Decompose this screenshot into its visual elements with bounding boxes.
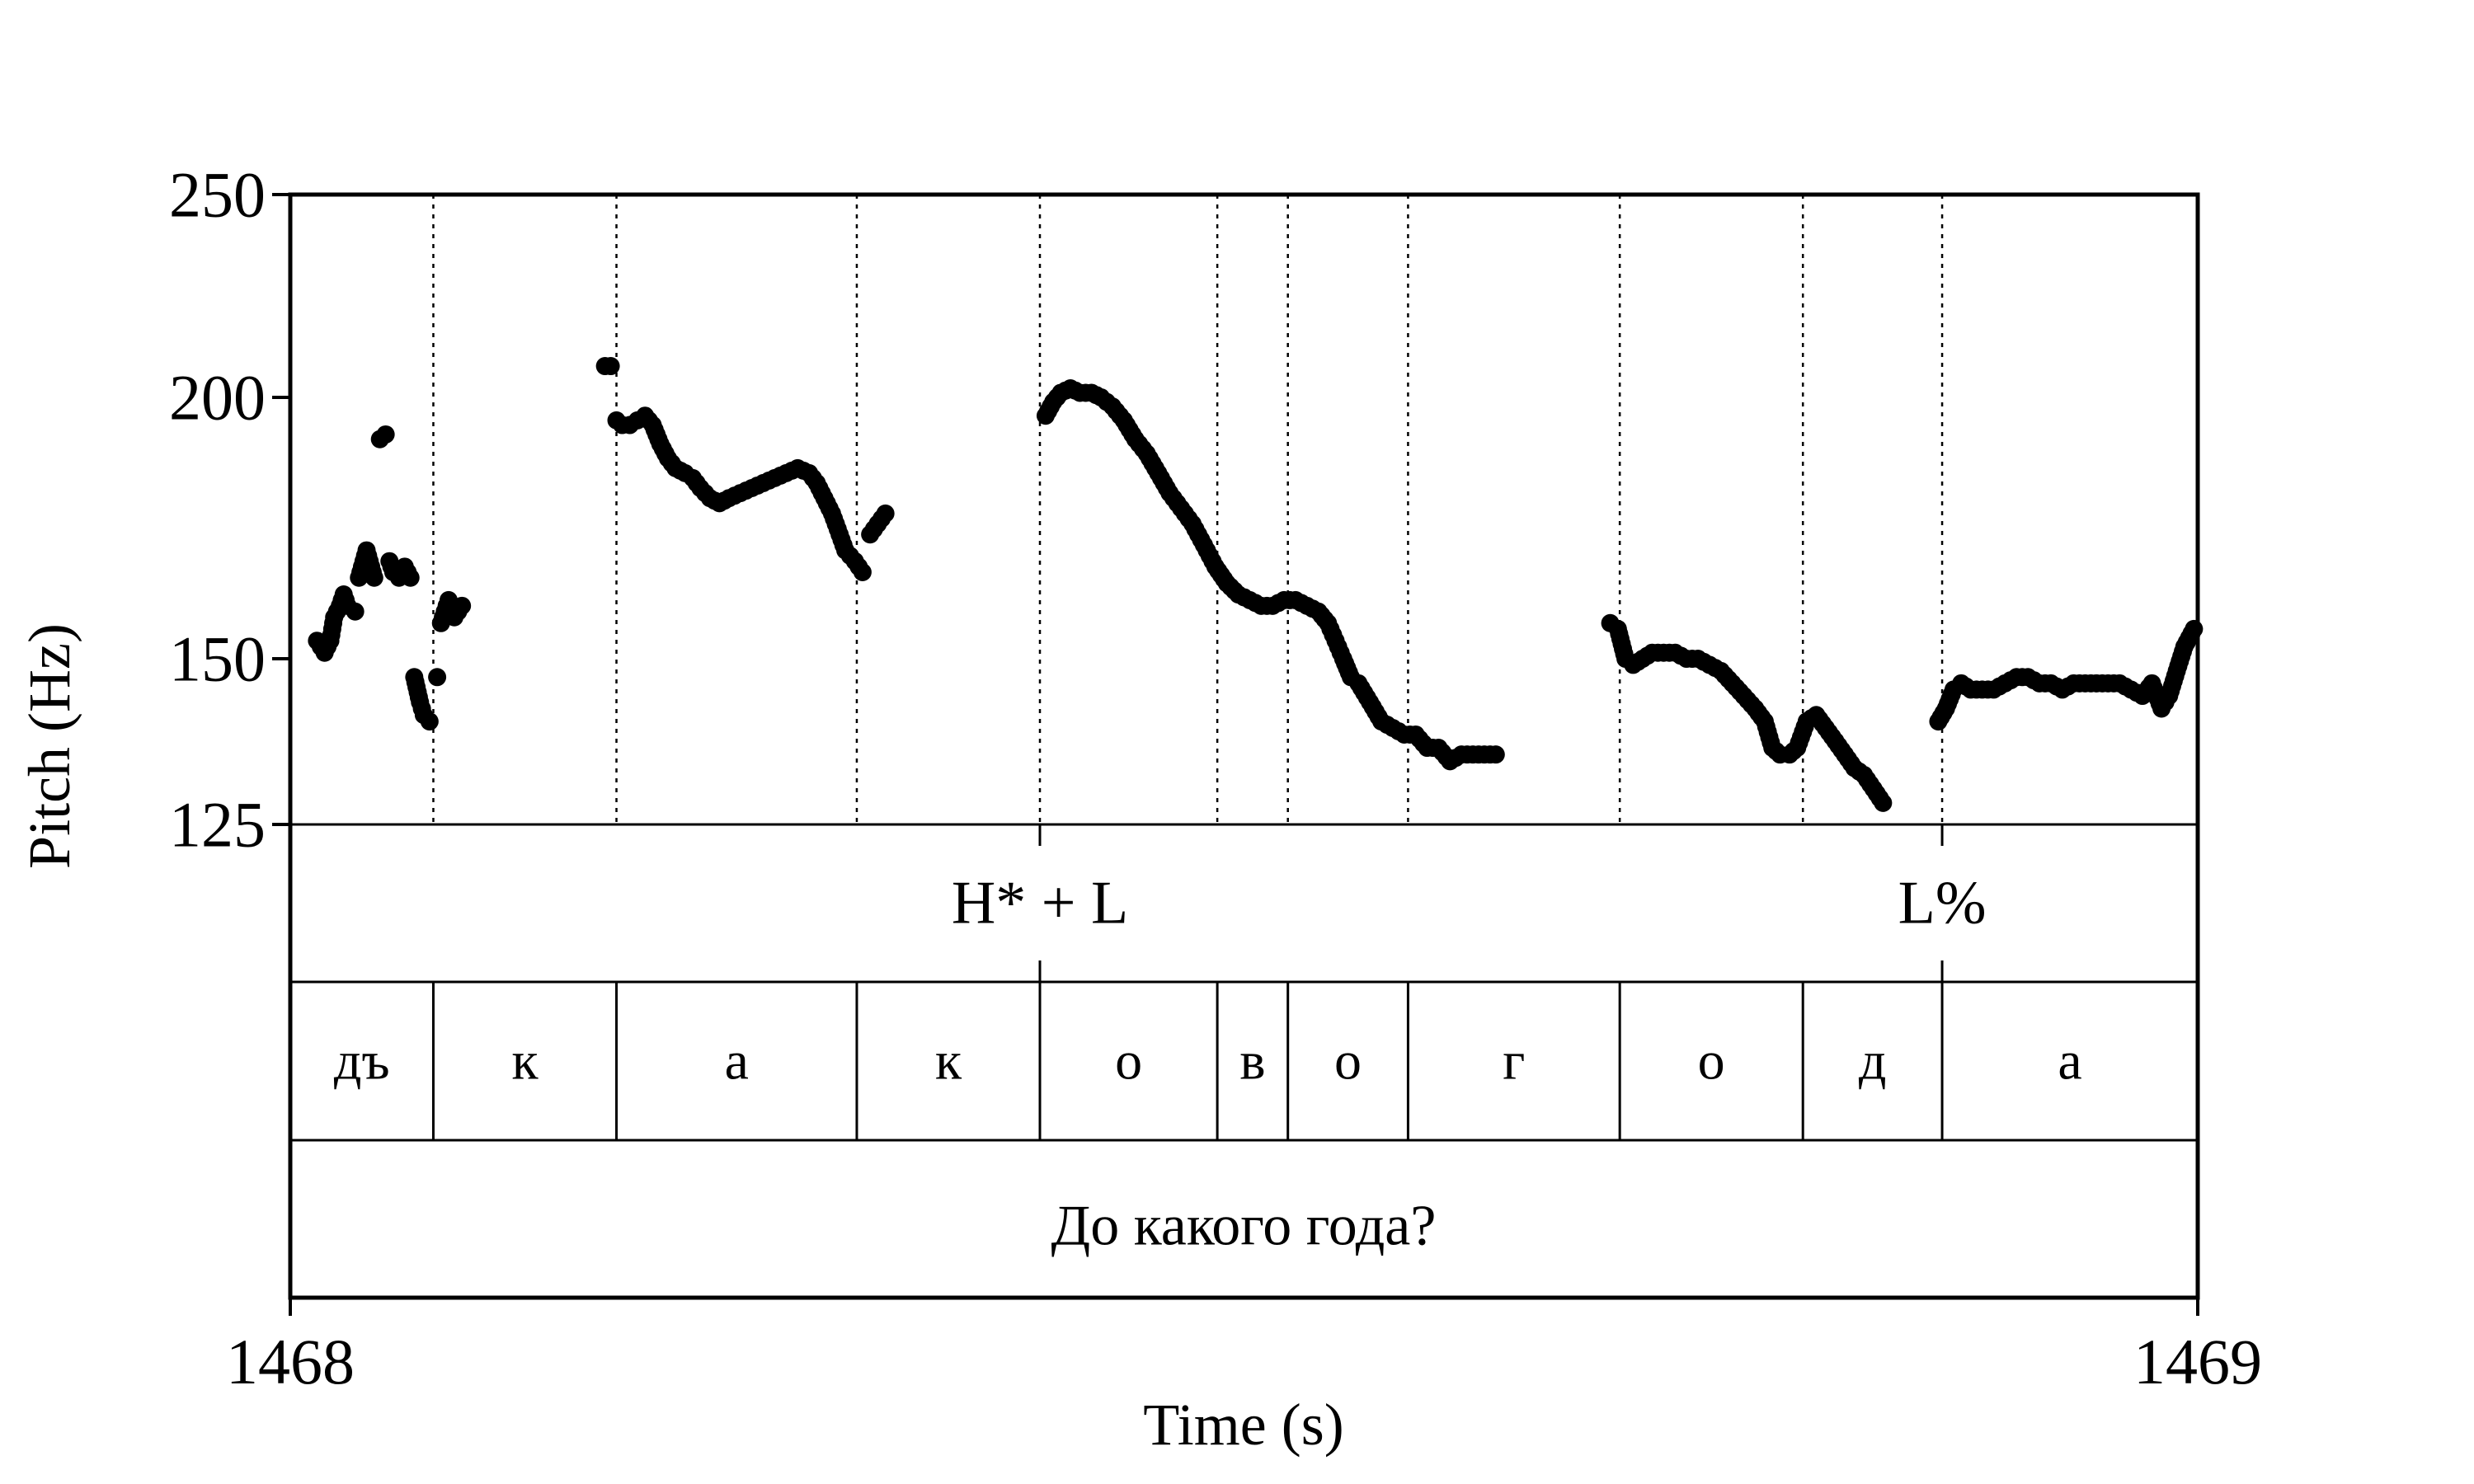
segment-label: в xyxy=(1239,1031,1265,1092)
y-axis: 125 150 200 250 xyxy=(169,159,290,861)
segment-tier: дъ к а к о в о г о д а xyxy=(334,1031,2082,1092)
y-tick-label: 125 xyxy=(169,789,266,861)
pitch-points xyxy=(308,357,2204,812)
pitch-point xyxy=(876,504,895,523)
pitch-point xyxy=(453,596,472,615)
x-axis-title: Time (s) xyxy=(1143,1392,1343,1458)
segment-label: о xyxy=(1115,1031,1142,1092)
segment-label: д xyxy=(1859,1031,1887,1092)
pitch-point xyxy=(601,357,620,376)
segment-label: г xyxy=(1503,1031,1525,1092)
segment-label: а xyxy=(2058,1031,2081,1092)
segment-label: к xyxy=(511,1031,539,1092)
pitch-point xyxy=(2185,619,2204,638)
plot-frame xyxy=(288,192,2200,1300)
pitch-point xyxy=(420,712,439,731)
pitch-point xyxy=(365,568,383,587)
tone-tier: H* + L L% xyxy=(952,870,1987,937)
y-tick-label: 250 xyxy=(169,159,266,231)
x-tick-label: 1469 xyxy=(2133,1326,2262,1397)
sentence-label: До какого года? xyxy=(1051,1195,1437,1258)
tone-label: L% xyxy=(1898,870,1987,937)
y-axis-title: Pitch (Hz) xyxy=(16,623,82,869)
pitch-point xyxy=(346,602,365,621)
pitch-point xyxy=(401,568,420,587)
pitch-point xyxy=(1486,745,1505,764)
pitch-point xyxy=(853,562,872,581)
segment-label: о xyxy=(1698,1031,1725,1092)
x-axis: 1468 1469 xyxy=(226,1298,2262,1397)
segment-label: о xyxy=(1334,1031,1362,1092)
segment-label: а xyxy=(725,1031,749,1092)
tier-boundary-lines xyxy=(431,824,1944,1140)
y-tick-label: 200 xyxy=(169,361,266,433)
y-tick-label: 150 xyxy=(169,623,266,695)
tone-label: H* + L xyxy=(952,870,1128,937)
segment-label: дъ xyxy=(334,1031,390,1092)
segment-label: к xyxy=(935,1031,962,1092)
x-tick-label: 1468 xyxy=(226,1326,355,1397)
pitch-point xyxy=(376,425,395,444)
pitch-point xyxy=(1874,793,1893,812)
pitch-point xyxy=(428,668,447,687)
